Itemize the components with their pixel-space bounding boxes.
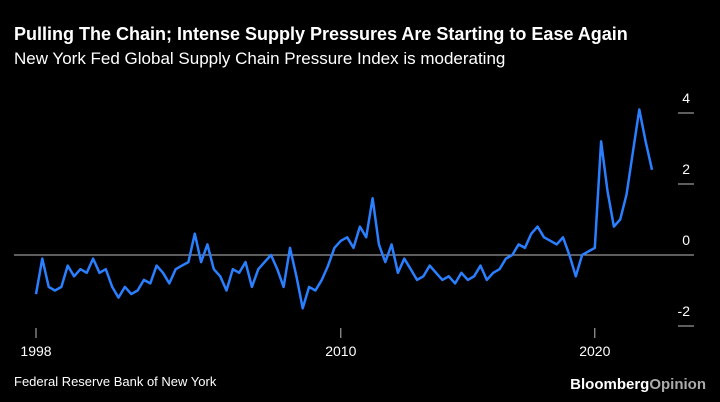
y-tick-label: -2 — [678, 303, 691, 319]
brand: BloombergOpinion — [570, 376, 706, 393]
y-tick-label: 0 — [682, 232, 690, 248]
y-tick-label: 2 — [682, 161, 690, 177]
x-tick-label: 2020 — [579, 343, 610, 359]
chart-title: Pulling The Chain; Intense Supply Pressu… — [14, 24, 628, 44]
brand-suffix: Opinion — [649, 376, 706, 393]
y-tick-label: 4 — [682, 90, 690, 106]
x-tick-label: 1998 — [20, 343, 51, 359]
source: Federal Reserve Bank of New York — [14, 374, 217, 389]
chart-subtitle: New York Fed Global Supply Chain Pressur… — [14, 49, 505, 68]
brand-name: Bloomberg — [570, 376, 649, 393]
series-line — [34, 108, 654, 310]
x-tick-label: 2010 — [325, 343, 356, 359]
